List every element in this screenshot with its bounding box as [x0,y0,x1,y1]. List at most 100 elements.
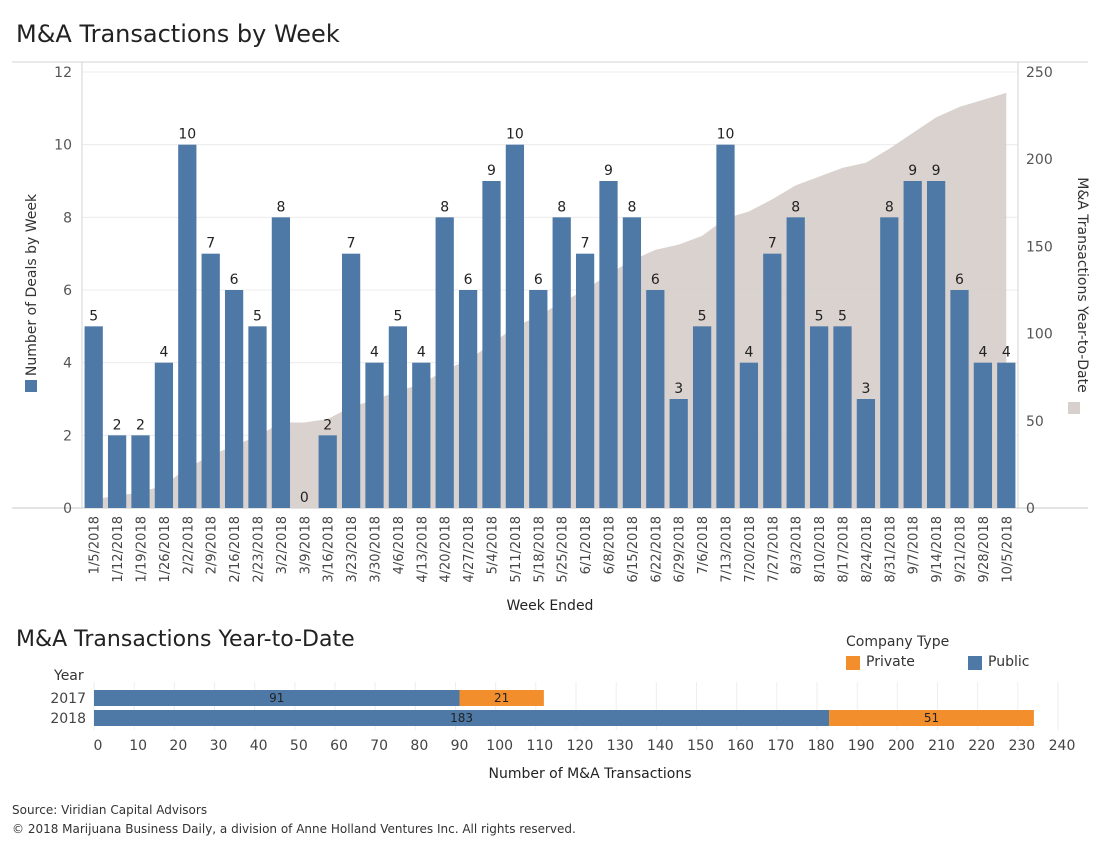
x-tick-label: 3/16/2018 [322,516,337,583]
bar [739,362,759,508]
x-tick-label: 7/13/2018 [720,516,735,583]
y2-tick-label: 100 [1026,327,1053,343]
legend-title: Company Type [846,634,950,650]
x-tick-label: 8/3/2018 [790,516,805,574]
segment-value-label: 183 [450,711,473,725]
weekly-chart: 5 1/5/2018 2 1/12/2018 2 1/19/2018 4 1/26/2018 1… [12,61,1090,614]
x-tick-label: 5/25/2018 [556,516,571,583]
x-tick-label: 1/12/2018 [111,516,126,583]
bar [575,253,595,508]
x-tick-label: 4/27/2018 [462,516,477,583]
bar-value-label: 3 [674,381,683,397]
x-tick-label: 6/1/2018 [579,516,594,574]
y-tick-label: 4 [63,356,72,372]
x-tick-label: 5/11/2018 [509,516,524,583]
bar-value-label: 5 [253,308,262,324]
bar-value-label: 8 [791,199,800,215]
x-tick-label: 4/20/2018 [439,516,454,583]
bar [973,362,993,508]
bar-value-label: 8 [440,199,449,215]
x-tick-label: 30 [210,738,228,754]
bar [107,435,127,508]
x-tick-label: 90 [451,738,469,754]
bar [692,326,712,508]
x-tick-label: 150 [687,738,714,754]
x-tick-label: 130 [607,738,634,754]
bar [809,326,829,508]
x-tick-label: 3/30/2018 [369,516,384,583]
bar [271,217,291,509]
ytd-chart: 2017 91 21 2018 183 51 0 10 20 30 40 50 60 70 80 90 100 1… [50,682,1076,782]
y2-tick-label: 200 [1026,152,1053,168]
x-tick-label: 9/7/2018 [907,516,922,574]
bar-value-label: 2 [136,417,145,433]
bar [950,290,969,508]
x-tick-label: 9/14/2018 [930,516,945,583]
bar-value-label: 4 [978,345,987,361]
x-tick-label: 4/6/2018 [392,516,407,574]
bar-value-label: 5 [393,308,402,324]
x-tick-label: 6/22/2018 [649,516,664,583]
x-tick-label: 2/16/2018 [228,516,243,583]
y2-axis-title: M&A Transactions Year-to-Date [1074,177,1090,392]
x-axis-title: Week Ended [507,598,594,614]
x-tick-label: 180 [808,738,835,754]
segment-value-label: 51 [924,711,939,725]
bar [131,435,150,508]
bar-value-label: 8 [276,199,285,215]
y-tick-label: 2 [63,428,72,444]
x-tick-label: 120 [567,738,594,754]
source-note: Source: Viridian Capital Advisors [12,803,208,817]
y-tick-label: 12 [54,65,72,81]
bar-value-label: 5 [815,308,824,324]
x-tick-label: 140 [647,738,674,754]
bar [482,181,501,508]
stacked-bar-segment [94,710,830,726]
bar-value-label: 9 [908,163,917,179]
x-tick-label: 60 [330,738,348,754]
x-tick-label: 220 [968,738,995,754]
bar [248,326,267,508]
bar-value-label: 7 [206,236,215,252]
x-tick-label: 8/17/2018 [837,516,852,583]
stacked-bar-segment [94,690,460,706]
ytd-chart-title: M&A Transactions Year-to-Date [16,627,355,652]
x-tick-label: 5/4/2018 [486,516,501,574]
bar [926,181,946,508]
x-tick-label: 1/26/2018 [158,516,173,583]
x-tick-label: 50 [290,738,308,754]
x-tick-label: 4/13/2018 [415,516,430,583]
bar [716,144,735,508]
bar-value-label: 6 [230,272,239,288]
bar [178,144,197,508]
x-tick-label: 190 [848,738,875,754]
x-tick-label: 6/15/2018 [626,516,641,583]
bar-value-label: 4 [417,345,426,361]
bar [669,399,688,508]
bar [224,290,244,508]
x-tick-label: 1/5/2018 [88,516,103,574]
x-tick-label: 240 [1049,738,1076,754]
bar [201,253,220,508]
bar-value-label: 6 [955,272,964,288]
bar-value-label: 3 [861,381,870,397]
x-tick-label: 10/5/2018 [1000,516,1015,583]
y2-tick-label: 0 [1026,501,1035,517]
bar-value-label: 8 [557,199,566,215]
x-tick-label: 7/6/2018 [696,516,711,574]
bar [341,253,361,508]
bar-value-label: 9 [604,163,613,179]
year-label: 2017 [50,691,86,707]
x-tick-label: 230 [1008,738,1035,754]
stacked-bar-segment [459,690,544,706]
x-tick-label: 170 [767,738,794,754]
bar-value-label: 9 [487,163,496,179]
x-tick-label: 2/23/2018 [252,516,267,583]
bar [622,217,642,509]
x-tick-label: 0 [94,738,103,754]
bar-value-label: 8 [885,199,894,215]
y-tick-label: 6 [63,283,72,299]
bar-value-label: 2 [113,417,122,433]
x-axis-title: Number of M&A Transactions [488,766,691,782]
x-tick-label: 3/9/2018 [298,516,313,574]
